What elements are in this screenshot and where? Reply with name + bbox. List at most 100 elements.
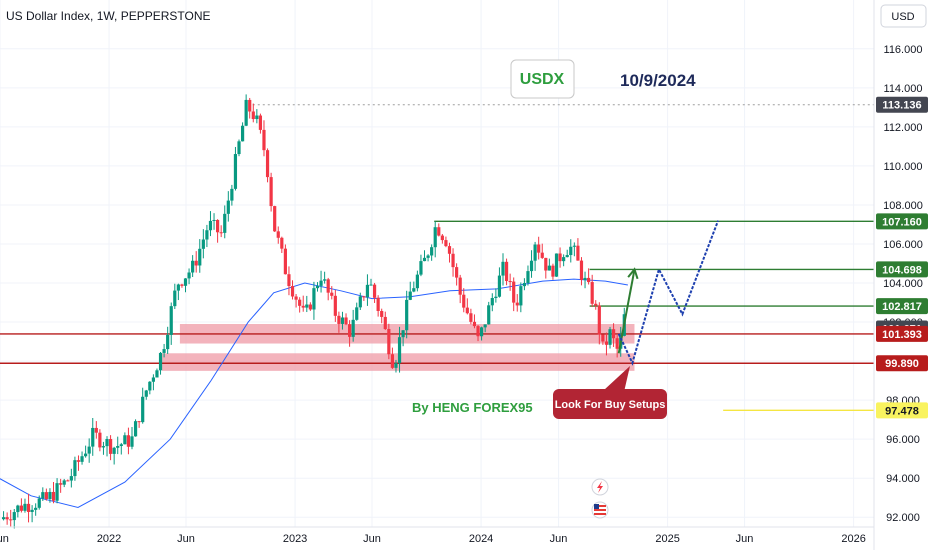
- candle-body: [233, 154, 238, 189]
- x-tick-label: 2024: [469, 533, 493, 545]
- candle-body: [16, 505, 20, 513]
- candle-body: [362, 296, 366, 298]
- candle-body: [490, 298, 494, 306]
- candle-body: [415, 274, 419, 289]
- candle-body: [287, 274, 291, 287]
- candle-body: [73, 460, 77, 477]
- level-tag-label: 104.698: [882, 264, 922, 276]
- level-tag: [876, 325, 928, 342]
- y-tick-label: 112.000: [884, 122, 923, 134]
- candle-body: [383, 316, 387, 329]
- candle-body: [105, 439, 109, 447]
- candle-body: [290, 286, 295, 297]
- candle-body: [1, 517, 6, 520]
- currency-button[interactable]: USD: [880, 4, 927, 28]
- candle-body: [101, 446, 106, 448]
- candle-body: [116, 446, 120, 448]
- candle-body: [479, 327, 484, 337]
- candle-body: [312, 288, 316, 310]
- candle-body: [508, 281, 512, 283]
- candle-body: [173, 290, 177, 307]
- candle-body: [205, 230, 209, 240]
- level-tag-label: 101.393: [882, 329, 922, 341]
- candle-body: [394, 363, 398, 368]
- level-tag: [876, 261, 928, 278]
- candle-body: [551, 265, 555, 277]
- x-tick-label: 2026: [841, 533, 865, 545]
- candle-body: [12, 512, 16, 521]
- candle-body: [465, 307, 469, 314]
- candle-body: [519, 286, 523, 306]
- y-tick-label: 94.000: [886, 473, 920, 485]
- candle-body: [216, 219, 220, 233]
- candle-body: [437, 227, 441, 236]
- level-tags: 113.136107.160104.698102.817101.671101.3…: [876, 96, 928, 419]
- candle-body: [426, 255, 430, 258]
- level-tag: [876, 355, 928, 372]
- candle-body: [444, 240, 448, 247]
- y-tick-label: 106.000: [883, 239, 923, 251]
- candle-body: [226, 200, 230, 214]
- candle-body: [41, 492, 45, 499]
- candle-body: [240, 125, 245, 142]
- candle-body: [529, 260, 534, 272]
- level-tag-label: 97.478: [885, 405, 919, 417]
- candle-body: [66, 480, 70, 482]
- candle-body: [119, 444, 123, 447]
- candle-body: [487, 305, 491, 325]
- us-flag-event-icon[interactable]: [591, 501, 609, 519]
- candle-body: [98, 432, 102, 448]
- candle-body: [497, 275, 502, 297]
- candle-body: [301, 305, 305, 308]
- candle-body: [590, 282, 594, 304]
- candle-body: [504, 261, 509, 282]
- candle-body: [569, 246, 573, 256]
- candle-body: [137, 421, 141, 423]
- level-tag-label: 99.890: [885, 358, 919, 370]
- candle-body: [223, 213, 227, 233]
- candle-body: [340, 317, 345, 324]
- candle-body: [37, 498, 41, 508]
- candle-body: [376, 297, 380, 311]
- x-tick-label: Jun: [363, 533, 381, 545]
- candle-body: [34, 507, 38, 510]
- x-tick-label: Jun: [736, 533, 754, 545]
- projection-paths: [617, 220, 720, 366]
- candle-body: [501, 261, 505, 276]
- candle-body: [76, 460, 81, 462]
- candle-body: [562, 257, 566, 262]
- candle-body: [298, 299, 302, 306]
- candle-body: [408, 291, 412, 300]
- y-axis-ticks: 92.00094.00096.00098.000100.000102.00010…: [883, 44, 923, 524]
- candles: [1, 94, 626, 529]
- x-tick-label: 2025: [655, 533, 679, 545]
- candle-body: [262, 129, 266, 151]
- candle-body: [440, 235, 444, 241]
- candle-body: [208, 220, 213, 231]
- candle-body: [565, 255, 569, 258]
- candle-body: [87, 446, 91, 454]
- candle-body: [319, 280, 323, 286]
- candle-body: [526, 271, 530, 283]
- candle-body: [155, 370, 159, 378]
- candle-body: [369, 284, 373, 286]
- candle-body: [48, 491, 52, 499]
- candle-body: [44, 492, 48, 499]
- candle-body: [133, 421, 138, 437]
- lightning-event-icon[interactable]: [591, 478, 609, 496]
- level-tag: [876, 402, 928, 419]
- candle-body: [255, 115, 259, 120]
- candle-body: [130, 436, 134, 447]
- candle-body: [194, 260, 198, 266]
- candle-body: [51, 491, 56, 501]
- candle-body: [615, 338, 619, 349]
- moving-average-line: [0, 278, 628, 509]
- candle-body: [269, 177, 273, 207]
- candle-body: [433, 227, 437, 248]
- candle-body: [251, 111, 255, 120]
- x-tick-label: Jun: [177, 533, 195, 545]
- candle-body: [587, 277, 591, 283]
- candle-body: [533, 244, 537, 261]
